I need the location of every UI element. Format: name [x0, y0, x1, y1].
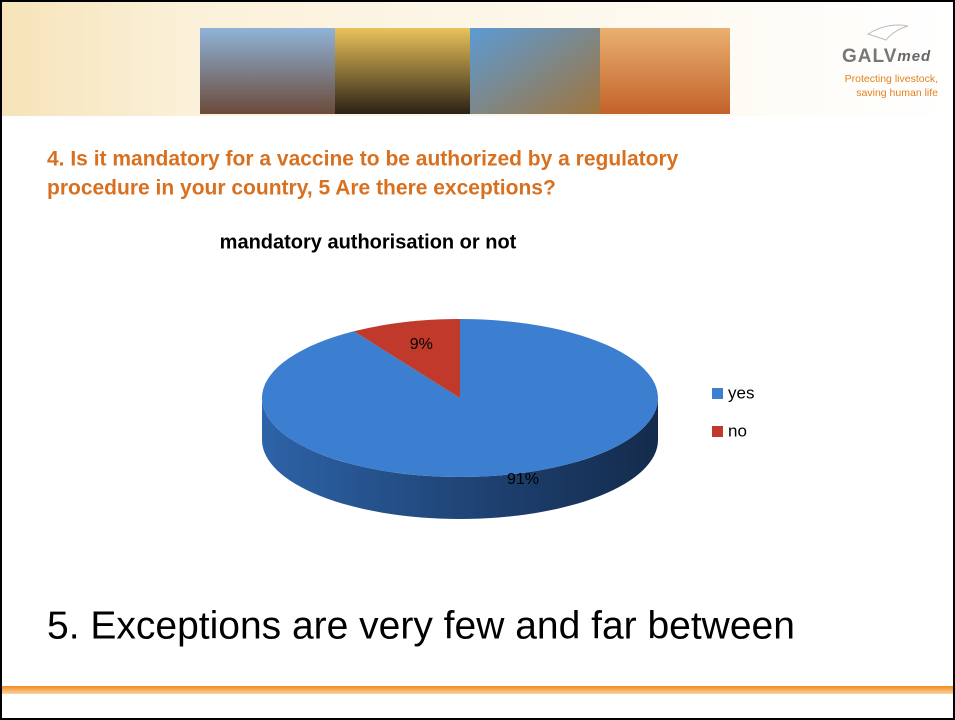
logo: GALVmed — [842, 46, 931, 67]
photo — [200, 28, 335, 114]
logo-name: GALV — [842, 46, 897, 67]
question: procedure in your country, 5 Are there e… — [47, 177, 556, 200]
legend-swatch — [712, 388, 723, 399]
pie-slice — [353, 319, 460, 398]
logo-bird — [866, 24, 909, 41]
logo-suffix: med — [897, 48, 931, 65]
legend-swatch — [712, 426, 723, 437]
pie-side — [262, 398, 658, 519]
question: 4. Is it mandatory for a vaccine to be a… — [47, 148, 679, 171]
photo — [335, 28, 470, 114]
data-label: 9% — [410, 336, 433, 353]
photo — [600, 28, 730, 114]
tagline: Protecting livestock, — [845, 73, 938, 85]
data-label: 91% — [507, 471, 539, 488]
chart-title: mandatory authorisation or not — [220, 231, 517, 253]
pie-slice — [261, 319, 658, 477]
footer-text: 5. Exceptions are very few and far betwe… — [47, 604, 795, 647]
legend-label: yes — [728, 383, 754, 402]
footer-rule — [2, 686, 953, 694]
photo — [470, 28, 600, 114]
tagline: saving human life — [856, 87, 938, 99]
legend-label: no — [728, 421, 747, 440]
